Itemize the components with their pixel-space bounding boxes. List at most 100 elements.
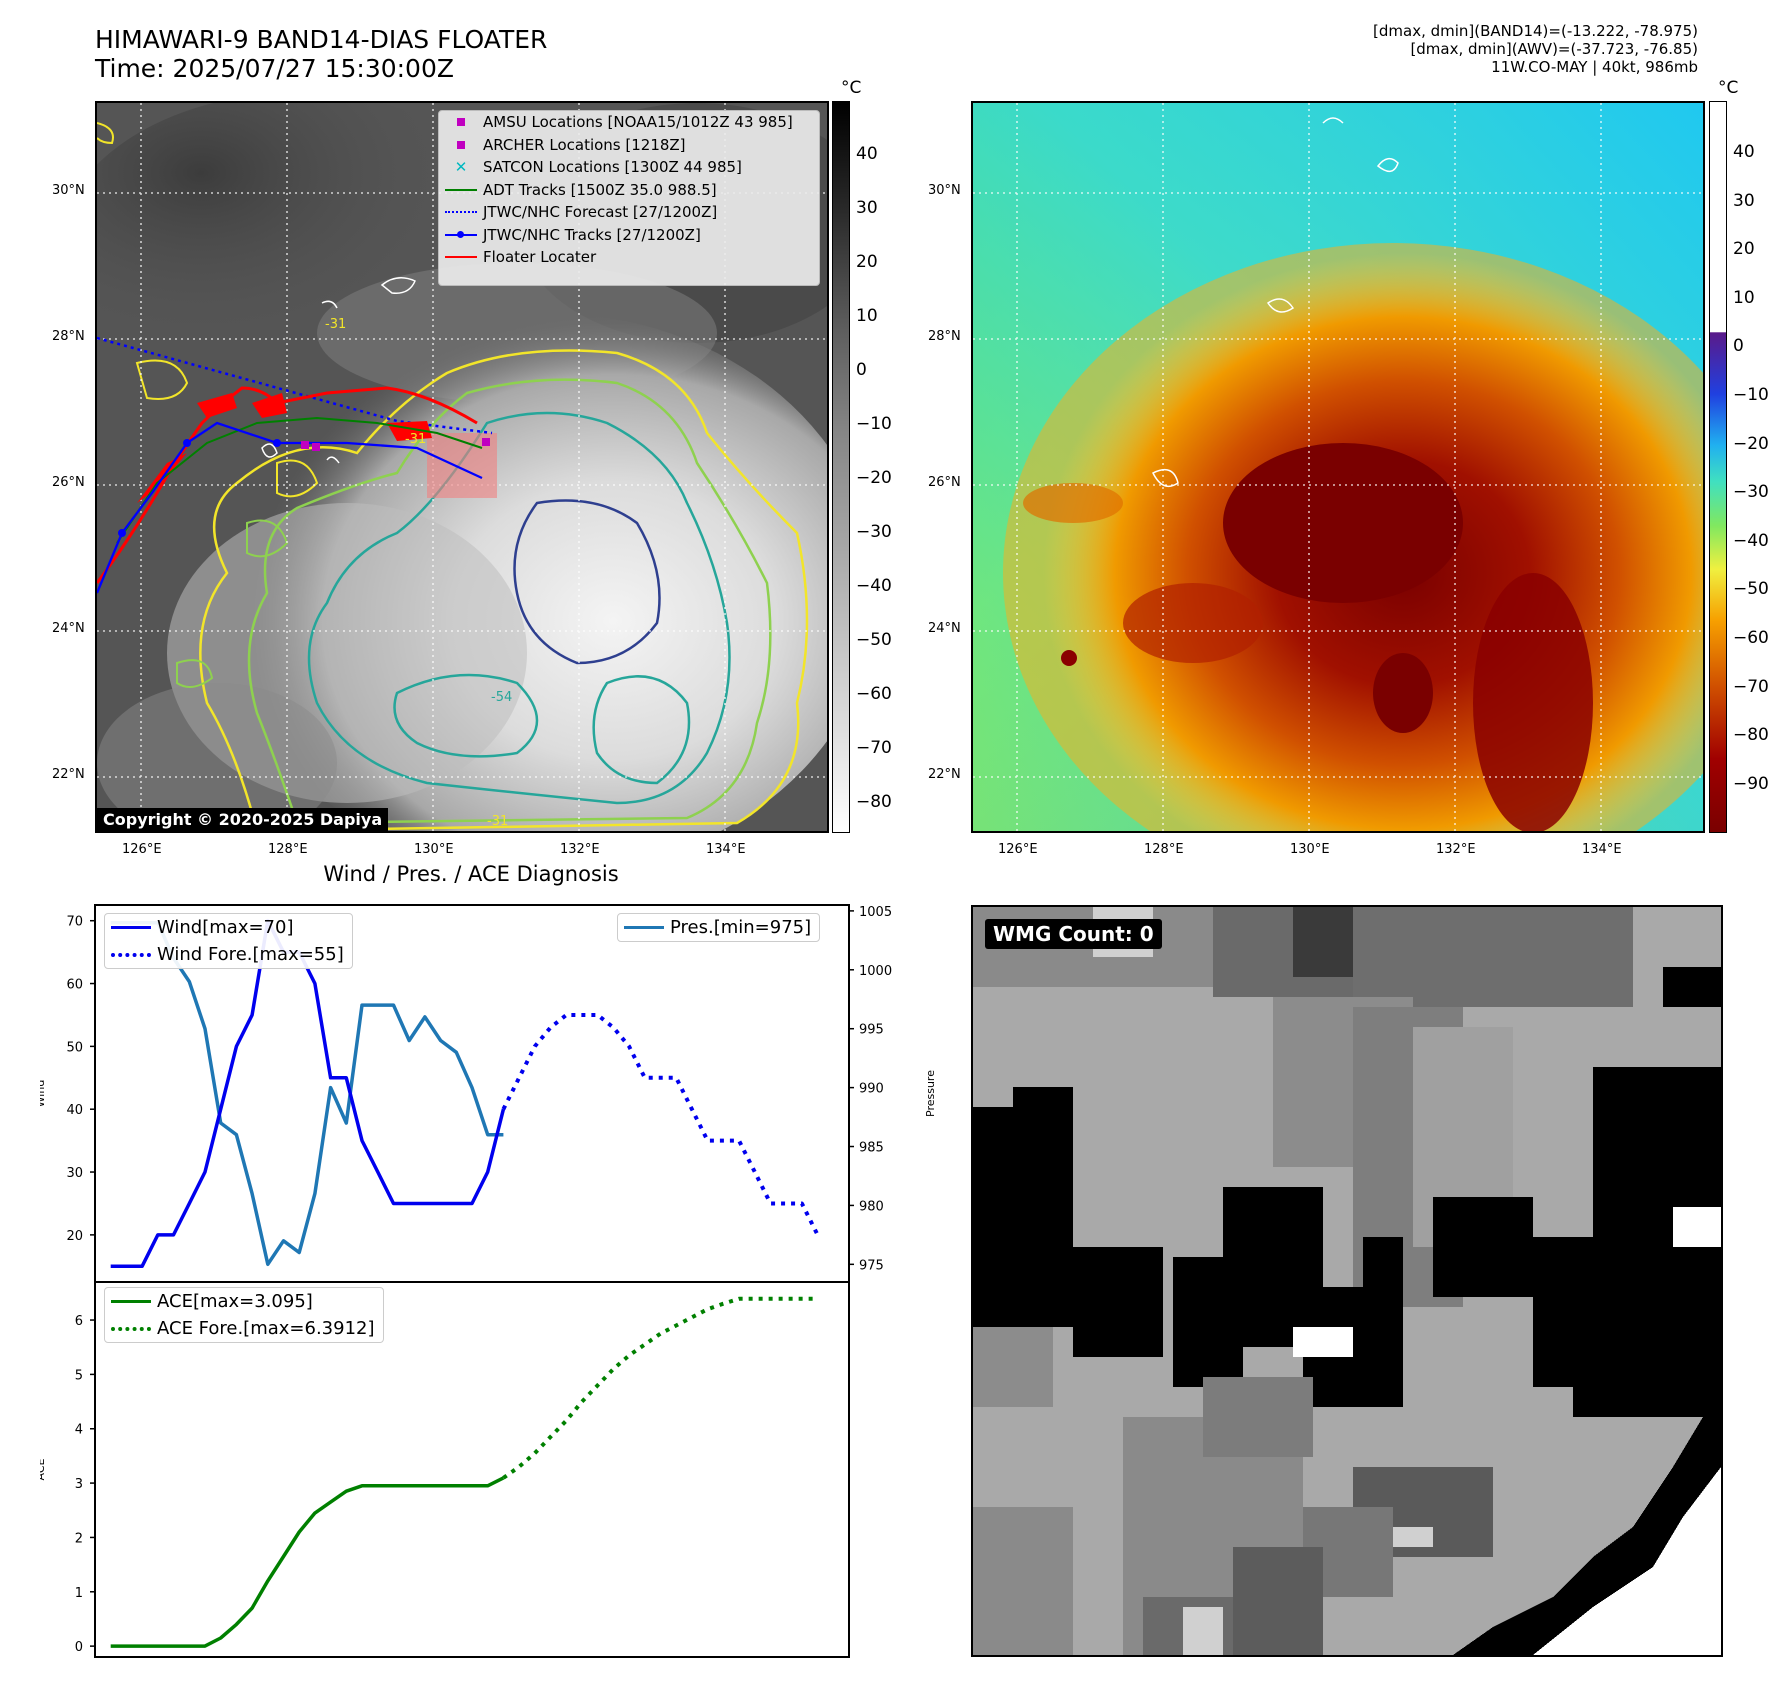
lat-label-26: 26°N: [52, 475, 85, 490]
dotted-line-icon: [105, 952, 157, 957]
legend-label: AMSU Locations [NOAA15/1012Z 43 985]: [483, 113, 793, 132]
dotted-line-icon: [439, 201, 483, 223]
colorbar-left-tick: −70: [856, 738, 892, 758]
contour-label-1: -31: [325, 317, 346, 332]
colorbar-left-tick: 30: [856, 198, 878, 218]
pressure-axis-label: Pressure: [924, 1070, 937, 1117]
legend-item-amsu: AMSU Locations [NOAA15/1012Z 43 985]: [439, 111, 819, 134]
colorbar-right-tick: 10: [1733, 287, 1755, 308]
ace-y-tick-label: 2: [75, 1531, 83, 1546]
dotted-line-icon: [105, 1326, 157, 1331]
lat-label-24: 24°N: [52, 621, 85, 636]
colorbar-left-tick: −20: [856, 468, 892, 488]
figure-title: HIMAWARI-9 BAND14-DIAS FLOATER Time: 202…: [95, 25, 547, 83]
colorbar-left-tick: −30: [856, 522, 892, 542]
colorbar-right-tick: 20: [1733, 239, 1755, 260]
ace-y-tick-label: 3: [75, 1477, 83, 1492]
lon-label-126-right: 126°E: [998, 842, 1038, 857]
pressure-y-tick-label: 1000: [859, 964, 892, 979]
ace-y-tick-label: 6: [75, 1314, 83, 1329]
contour-label-2: -31: [405, 432, 426, 447]
wind-legend: Wind[max=70] Wind Fore.[max=55]: [104, 913, 353, 969]
lat-label-22: 22°N: [52, 767, 85, 782]
legend-item-pressure: Pres.[min=975]: [618, 914, 819, 941]
legend-label: SATCON Locations [1300Z 44 985]: [483, 158, 742, 177]
wind-axis-label: Wind: [40, 1080, 47, 1108]
legend-label: Wind[max=70]: [157, 917, 294, 938]
wind-y-tick-label: 30: [66, 1166, 83, 1181]
ace-y-tick-label: 1: [75, 1586, 83, 1601]
lat-label-26-right: 26°N: [928, 475, 961, 490]
lon-label-134-right: 134°E: [1582, 842, 1622, 857]
legend-item-archer: ARCHER Locations [1218Z]: [439, 134, 819, 157]
stats-block: [dmax, dmin](BAND14)=(-13.222, -78.975) …: [1373, 22, 1698, 76]
colorbar-right-tick: 0: [1733, 336, 1744, 357]
wind-y-tick-label: 40: [66, 1103, 83, 1118]
wind-y-tick-label: 60: [66, 978, 83, 993]
colorbar-left: [832, 101, 850, 833]
wind-y-tick-label: 70: [66, 915, 83, 930]
wind-forecast-series-line: [501, 1013, 820, 1236]
colorbar-left-tick: −80: [856, 792, 892, 812]
contour-label-3: -54: [491, 690, 512, 705]
colorbar-right-tick: 40: [1733, 142, 1755, 162]
lat-label-24-right: 24°N: [928, 621, 961, 636]
ace-series-line: [110, 1476, 505, 1648]
legend-item-forecast: JTWC/NHC Forecast [27/1200Z]: [439, 201, 819, 224]
legend-item-satcon: ✕ SATCON Locations [1300Z 44 985]: [439, 156, 819, 179]
title-line-2: Time: 2025/07/27 15:30:00Z: [95, 54, 454, 83]
pressure-y-tick-label: 1005: [859, 905, 892, 920]
legend-item-adt: ADT Tracks [1500Z 35.0 988.5]: [439, 179, 819, 202]
ace-y-tick-label: 0: [75, 1640, 83, 1655]
pressure-y-tick-label: 990: [859, 1082, 884, 1097]
colorbar-right-tick: −10: [1733, 385, 1769, 405]
legend-label: ADT Tracks [1500Z 35.0 988.5]: [483, 180, 717, 199]
lon-label-132: 132°E: [560, 842, 600, 857]
ace-axes-frame: [94, 1281, 850, 1658]
line-icon: [439, 246, 483, 268]
map-legend: AMSU Locations [NOAA15/1012Z 43 985] ARC…: [438, 110, 820, 286]
legend-item-floater: Floater Locater: [439, 246, 819, 269]
ace-y-tick-label: 4: [75, 1423, 83, 1438]
legend-label: Pres.[min=975]: [670, 917, 812, 938]
colorbar-left-tick: 10: [856, 306, 878, 326]
legend-label: Floater Locater: [483, 248, 597, 267]
pressure-series-line: [110, 920, 504, 1267]
legend-label: JTWC/NHC Forecast [27/1200Z]: [483, 203, 718, 222]
ace-forecast-series-line: [502, 1296, 818, 1480]
wind-series-line: [110, 918, 506, 1269]
stats-line-2: [dmax, dmin](AWV)=(-37.723, -76.85): [1410, 40, 1698, 58]
colorbar-left-tick: 40: [856, 144, 878, 164]
lon-label-126: 126°E: [122, 842, 162, 857]
square-marker-icon: [439, 111, 483, 133]
lon-label-128-right: 128°E: [1144, 842, 1184, 857]
x-marker-icon: ✕: [454, 158, 468, 177]
square-marker-icon: [439, 134, 483, 156]
wmg-panel: WMG Count: 0: [971, 905, 1723, 1657]
colorbar-right-tick: 30: [1733, 190, 1755, 211]
ir-map-panel: -31 -31 -54 -31 AMSU Locations [NOAA15/1…: [95, 101, 829, 833]
lat-label-30-right: 30°N: [928, 183, 961, 198]
awv-map-image: [973, 103, 1703, 831]
pressure-y-tick-label: 985: [859, 1141, 884, 1156]
solid-line-icon: [618, 926, 670, 929]
colorbar-right: [1709, 101, 1727, 833]
colorbar-left-tick: −50: [856, 630, 892, 650]
lat-label-22-right: 22°N: [928, 767, 961, 782]
lon-label-130: 130°E: [414, 842, 454, 857]
stats-line-3: 11W.CO-MAY | 40kt, 986mb: [1491, 58, 1698, 76]
legend-item-tracks: JTWC/NHC Tracks [27/1200Z]: [439, 224, 819, 247]
colorbar-right-unit: °C: [1718, 78, 1739, 98]
ace-legend: ACE[max=3.095] ACE Fore.[max=6.3912]: [104, 1287, 384, 1343]
lat-label-30: 30°N: [52, 183, 85, 198]
colorbar-left-tick: 20: [856, 252, 878, 272]
colorbar-left-unit: °C: [841, 78, 862, 98]
colorbar-right-tick: −80: [1733, 725, 1769, 746]
colorbar-right-tick: −50: [1733, 579, 1769, 600]
legend-item-wind: Wind[max=70]: [105, 914, 352, 941]
pressure-y-tick-label: 980: [859, 1199, 884, 1214]
colorbar-right-tick: −60: [1733, 628, 1769, 648]
legend-item-wind-forecast: Wind Fore.[max=55]: [105, 941, 352, 968]
lon-label-128: 128°E: [268, 842, 308, 857]
copyright-badge: Copyright © 2020-2025 Dapiya: [97, 808, 389, 831]
